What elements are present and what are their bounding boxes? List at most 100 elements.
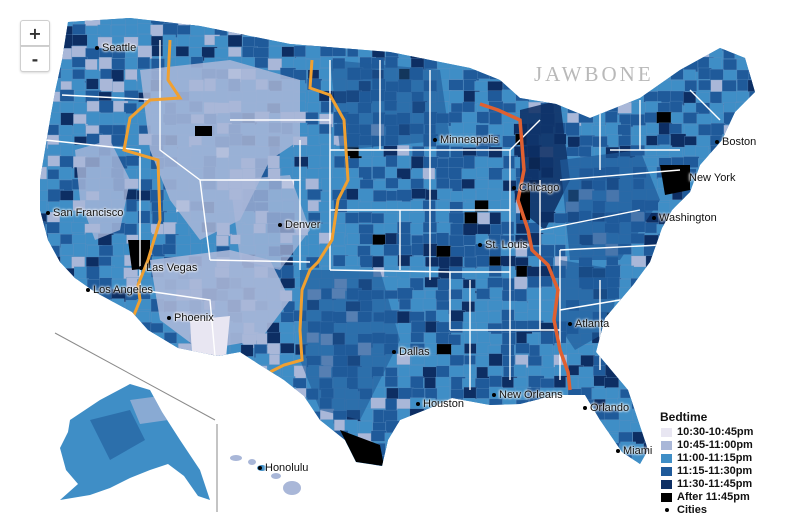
county-cell	[722, 18, 739, 26]
city-new-york[interactable]: New York	[682, 172, 735, 184]
county-cell	[763, 288, 777, 300]
county-cell	[762, 69, 775, 83]
county-cell	[527, 409, 540, 423]
city-atlanta[interactable]: Atlanta	[568, 318, 609, 330]
county-cell	[476, 111, 490, 124]
county-cell	[605, 332, 618, 344]
county-cell	[631, 299, 648, 314]
county-cell	[566, 443, 582, 456]
county-cell	[99, 78, 113, 92]
county-cell	[723, 210, 738, 225]
county-cell	[669, 366, 682, 378]
county-cell	[695, 311, 709, 326]
county-cell	[450, 246, 465, 258]
county-cell	[333, 464, 347, 466]
county-cell	[684, 364, 698, 379]
county-cell	[646, 267, 662, 279]
county-cell	[268, 431, 284, 443]
city-boston[interactable]: Boston	[715, 136, 756, 148]
county-cell	[201, 465, 216, 466]
city-phoenix[interactable]: Phoenix	[167, 312, 214, 324]
county-cell	[98, 299, 113, 311]
city-chicago[interactable]: Chicago	[512, 182, 559, 194]
county-cell	[370, 397, 387, 409]
county-cell	[228, 441, 245, 455]
county-cell	[631, 464, 647, 466]
city-miami[interactable]: Miami	[616, 445, 652, 457]
legend-item: 10:45-11:00pm	[660, 439, 792, 451]
county-cell	[436, 145, 450, 158]
city-minneapolis[interactable]: Minneapolis	[433, 134, 499, 146]
county-cell	[332, 18, 349, 26]
county-cell	[487, 23, 501, 35]
county-cell	[671, 354, 686, 369]
legend-swatch	[660, 478, 673, 490]
county-cell	[632, 24, 648, 38]
city-st-louis[interactable]: St. Louis	[478, 239, 528, 251]
city-dot-icon	[715, 140, 719, 145]
city-dallas[interactable]: Dallas	[392, 346, 430, 358]
county-cell	[385, 232, 399, 246]
county-cell	[254, 432, 270, 446]
county-cell	[150, 332, 165, 345]
county-cell	[437, 443, 453, 456]
county-cell	[539, 244, 555, 259]
city-houston[interactable]: Houston	[416, 398, 464, 410]
city-new-orleans[interactable]: New Orleans	[492, 389, 563, 401]
county-cell	[761, 112, 774, 123]
county-cell	[684, 18, 701, 27]
county-cell	[40, 213, 47, 225]
county-cell	[99, 100, 114, 113]
county-cell	[267, 58, 283, 72]
county-cell	[721, 366, 735, 377]
county-cell	[579, 441, 596, 455]
county-cell	[190, 23, 206, 36]
county-cell	[749, 332, 755, 346]
city-las-vegas[interactable]: Las Vegas	[139, 262, 197, 274]
county-cell	[581, 466, 594, 478]
county-cell	[424, 35, 439, 48]
county-cell	[72, 399, 87, 412]
county-cell	[568, 89, 584, 101]
county-cell	[46, 267, 60, 280]
county-cell	[580, 18, 597, 26]
county-cell	[736, 332, 751, 344]
city-los-angeles[interactable]: Los Angeles	[86, 284, 153, 296]
county-cell	[464, 18, 479, 29]
county-cell	[386, 466, 399, 480]
county-cell	[723, 111, 737, 125]
county-cell	[490, 453, 503, 465]
city-washington[interactable]: Washington	[652, 212, 717, 224]
county-cell	[578, 101, 592, 113]
county-cell	[463, 69, 480, 81]
county-cell	[578, 46, 595, 60]
zoom-in-button[interactable]: +	[20, 20, 50, 46]
county-cell	[750, 18, 755, 26]
county-cell	[501, 332, 516, 345]
county-cell	[476, 255, 490, 267]
county-cell	[578, 366, 596, 379]
county-cell	[669, 399, 685, 411]
county-cell	[487, 134, 500, 146]
county-cell	[709, 321, 723, 334]
legend-swatch	[660, 426, 673, 438]
county-cell	[500, 255, 516, 268]
county-cell	[72, 34, 88, 46]
county-cell	[750, 233, 755, 244]
county-cell	[125, 24, 139, 36]
city-orlando[interactable]: Orlando	[583, 402, 629, 414]
county-cell	[552, 24, 568, 38]
city-denver[interactable]: Denver	[278, 219, 320, 231]
county-cell	[46, 221, 61, 234]
county-cell	[501, 309, 515, 322]
city-honolulu[interactable]: Honolulu	[258, 462, 308, 474]
county-cell	[644, 331, 660, 344]
county-cell	[528, 464, 545, 466]
city-seattle[interactable]: Seattle	[95, 42, 136, 54]
county-cell	[202, 410, 219, 424]
city-san-francisco[interactable]: San Francisco	[46, 207, 123, 219]
county-cell	[763, 244, 777, 255]
zoom-out-button[interactable]: -	[20, 46, 50, 72]
county-cell	[462, 287, 476, 302]
